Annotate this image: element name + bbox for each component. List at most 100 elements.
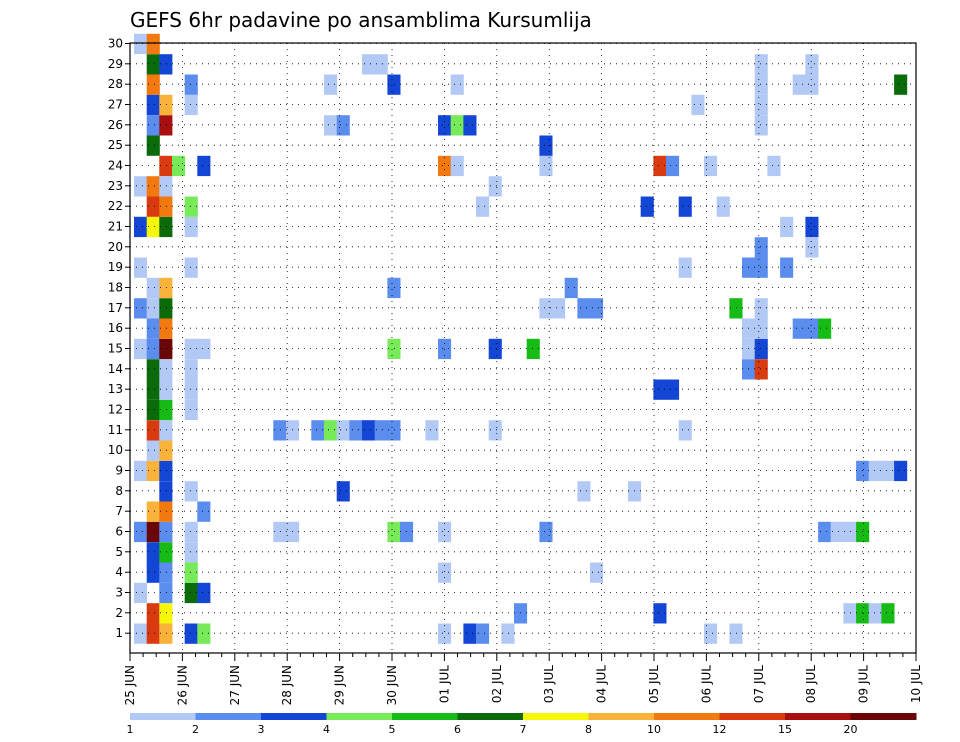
- heatmap-cell: [336, 420, 350, 441]
- grid-lines: [129, 43, 917, 653]
- heatmap-cell: [273, 420, 287, 441]
- heatmap-cell: [666, 155, 680, 177]
- heatmap-cell: [349, 420, 363, 441]
- heatmap-cell: [159, 379, 173, 400]
- colorbar-label: 3: [258, 723, 265, 736]
- heatmap-cell: [691, 94, 705, 116]
- heatmap-cell: [146, 603, 160, 624]
- y-tick-label: 29: [108, 57, 123, 71]
- heatmap-cell: [754, 298, 768, 319]
- colorbar-label: 15: [778, 723, 792, 736]
- heatmap-cell: [197, 623, 211, 644]
- heatmap-cell: [197, 501, 211, 522]
- heatmap-cell: [159, 155, 173, 177]
- y-tick-label: 13: [108, 382, 123, 396]
- heatmap-cell: [754, 318, 768, 339]
- heatmap-cell: [577, 481, 591, 502]
- heatmap-cell: [159, 542, 173, 563]
- heatmap-cell: [146, 623, 160, 644]
- heatmap-cell: [754, 94, 768, 116]
- heatmap-cell: [894, 460, 908, 482]
- colorbar-swatch: [785, 713, 851, 720]
- heatmap-cell: [146, 318, 160, 339]
- heatmap-cell: [146, 115, 160, 136]
- x-tick-label: 08 JUL: [804, 665, 818, 703]
- heatmap-cell: [159, 582, 173, 604]
- heatmap-cell: [184, 562, 198, 583]
- heatmap-cell: [856, 460, 870, 482]
- heatmap-cell: [476, 623, 490, 644]
- heatmap-cell: [159, 623, 173, 644]
- y-tick-label: 12: [108, 403, 123, 417]
- colorbar-label: 2: [192, 723, 199, 736]
- heatmap-cell: [159, 54, 173, 75]
- heatmap-cell: [134, 298, 148, 319]
- x-tick-label: 05 JUL: [647, 665, 661, 703]
- heatmap-cell: [374, 420, 388, 441]
- heatmap-cell: [729, 623, 743, 644]
- y-tick-label: 4: [115, 565, 123, 579]
- y-tick-label: 19: [108, 260, 123, 274]
- heatmap-cell: [488, 338, 502, 360]
- x-tick-label: 10 JUL: [909, 665, 923, 703]
- heatmap-cell: [159, 338, 173, 360]
- heatmap-cell: [450, 74, 464, 95]
- heatmap-cell: [134, 33, 148, 55]
- colorbar-label: 6: [454, 723, 461, 736]
- heatmap-cell: [159, 399, 173, 421]
- heatmap-cell: [590, 298, 604, 319]
- heatmap-cell: [159, 521, 173, 543]
- colorbar-swatch: [130, 713, 196, 720]
- heatmap-cell: [159, 216, 173, 238]
- heatmap-cell: [159, 196, 173, 217]
- heatmap-cell: [704, 155, 718, 177]
- heatmap-cell: [146, 54, 160, 75]
- heatmap-cell: [146, 399, 160, 421]
- heatmap-cell: [805, 54, 819, 75]
- heatmap-cell: [438, 521, 452, 543]
- heatmap-cell: [184, 216, 198, 238]
- heatmap-cell: [146, 420, 160, 441]
- heatmap-cell: [438, 338, 452, 360]
- heatmap-cell: [336, 115, 350, 136]
- x-tick-label: 25 JUN: [123, 665, 137, 705]
- heatmap-cell: [818, 521, 832, 543]
- heatmap-cell: [501, 623, 515, 644]
- heatmap-cell: [134, 623, 148, 644]
- heatmap-cell: [184, 582, 198, 604]
- heatmap-cell: [197, 155, 211, 177]
- heatmap-cell: [159, 501, 173, 522]
- heatmap-cell: [387, 338, 401, 360]
- x-tick-label: 28 JUN: [280, 665, 294, 705]
- heatmap-cell: [159, 94, 173, 116]
- heatmap-cell: [159, 420, 173, 441]
- heatmap-cell: [159, 115, 173, 136]
- heatmap-cell: [134, 582, 148, 604]
- x-tick-label: 30 JUN: [385, 665, 399, 705]
- x-tick-label: 09 JUL: [857, 665, 871, 703]
- heatmap-cell: [539, 298, 553, 319]
- colorbar-swatch: [261, 713, 327, 720]
- heatmap-cell: [286, 420, 300, 441]
- heatmap-cell: [805, 216, 819, 238]
- heatmap-cell: [539, 155, 553, 177]
- heatmap-cell: [476, 196, 490, 217]
- heatmap-cell: [805, 237, 819, 258]
- heatmap-cell: [425, 420, 439, 441]
- colorbar-swatch: [654, 713, 720, 720]
- heatmap-cell: [184, 623, 198, 644]
- colorbar-label: 1: [127, 723, 134, 736]
- y-tick-label: 30: [108, 37, 123, 51]
- heatmap-cell: [780, 257, 794, 278]
- y-tick-label: 10: [108, 443, 123, 457]
- heatmap-cell: [780, 216, 794, 238]
- heatmap-cell: [653, 379, 667, 400]
- heatmap-cell: [894, 74, 908, 95]
- heatmap-cell: [159, 460, 173, 482]
- heatmap-cell: [830, 521, 844, 543]
- y-tick-label: 16: [108, 321, 123, 335]
- colorbar-swatch: [326, 713, 393, 720]
- heatmap-cell: [881, 603, 895, 624]
- heatmap-cell: [184, 359, 198, 380]
- y-tick-label: 20: [108, 240, 123, 254]
